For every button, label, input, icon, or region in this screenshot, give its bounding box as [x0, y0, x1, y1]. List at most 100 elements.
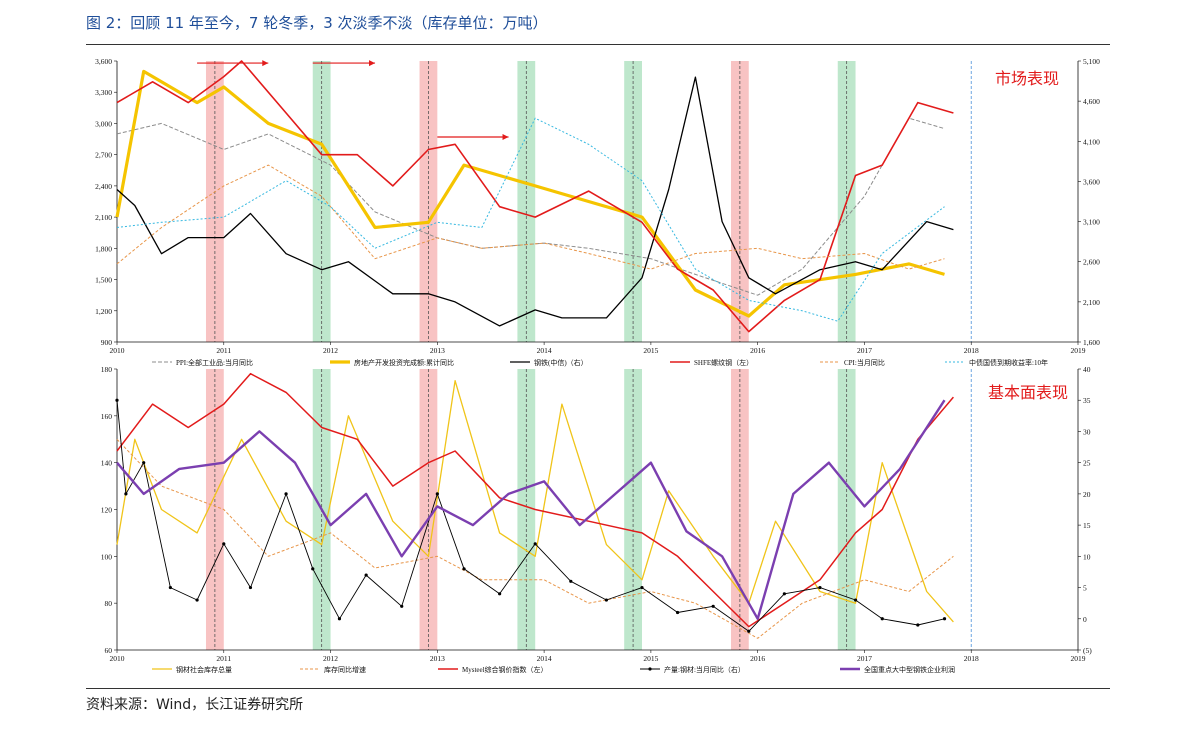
- legend-label: Mysteel综合钢价指数（左）: [462, 665, 548, 674]
- legend-label: 钢材社会库存总量: [176, 665, 232, 674]
- x-tick-label: 2010: [110, 346, 125, 355]
- y-left-tick-label: 1,800: [95, 244, 112, 253]
- x-tick-label: 2011: [216, 654, 231, 663]
- y-left-tick-label: 3,600: [95, 57, 112, 66]
- series-point: [747, 629, 751, 633]
- y-right-tick-label: 25: [1083, 459, 1091, 468]
- x-tick-label: 2019: [1071, 346, 1086, 355]
- title-divider: [86, 44, 1110, 45]
- series-point: [435, 492, 439, 496]
- series-point: [168, 585, 172, 590]
- series-point: [222, 542, 226, 546]
- x-tick-label: 2013: [430, 346, 445, 355]
- arrow-head: [369, 60, 376, 67]
- series-point: [604, 598, 608, 602]
- series-line-3: [116, 76, 954, 327]
- x-tick-label: 2015: [643, 654, 658, 663]
- x-tick-label: 2014: [537, 346, 552, 355]
- x-tick-label: 2016: [750, 654, 765, 663]
- series-line-3: [116, 372, 954, 628]
- y-right-tick-label: 10: [1083, 552, 1091, 561]
- y-right-tick-label: 20: [1083, 490, 1091, 499]
- y-left-tick-label: 180: [101, 365, 113, 374]
- y-left-tick-label: 1,200: [95, 307, 112, 316]
- arrow-head: [502, 133, 509, 140]
- series-point: [400, 604, 404, 608]
- y-right-tick-label: 4,600: [1083, 97, 1100, 106]
- series-point: [782, 592, 786, 596]
- series-point: [942, 617, 947, 621]
- series-line-1: [116, 117, 945, 296]
- arrow-head: [262, 60, 269, 67]
- series-line-5: [116, 164, 945, 270]
- series-point: [311, 567, 315, 571]
- panel-label: 市场表现: [995, 70, 1059, 88]
- series-point: [640, 585, 644, 590]
- y-left-tick-label: 3,000: [95, 119, 112, 128]
- x-tick-label: 2017: [857, 346, 872, 355]
- y-left-tick-label: 120: [101, 506, 113, 515]
- series-point: [533, 542, 537, 546]
- legend-swatch-marker: [648, 667, 652, 671]
- x-tick-label: 2016: [750, 346, 765, 355]
- series-point: [916, 623, 920, 627]
- series-point: [818, 585, 822, 590]
- legend-label: CPI:当月同比: [844, 358, 885, 367]
- source-note: 资料来源：Wind，长江证券研究所: [86, 697, 304, 713]
- y-right-tick-label: (5): [1083, 646, 1092, 655]
- x-tick-label: 2019: [1071, 654, 1086, 663]
- chart-panel-1: 3,600 3,300 3,000 2,700 2,400 2,100 1,800 1,500…: [95, 57, 1100, 367]
- series-line-4: [116, 400, 945, 632]
- x-tick-label: 2017: [857, 654, 872, 663]
- series-point: [853, 598, 858, 602]
- y-right-tick-label: 2,100: [1083, 298, 1100, 307]
- y-left-tick-label: 60: [105, 646, 113, 655]
- series-point: [364, 573, 368, 577]
- series-point: [880, 617, 884, 621]
- x-tick-label: 2014: [537, 654, 552, 663]
- x-tick-label: 2018: [964, 654, 979, 663]
- y-right-tick-label: 4,100: [1083, 137, 1100, 146]
- y-right-tick-label: 2,600: [1083, 258, 1100, 267]
- y-left-tick-label: 100: [101, 552, 113, 561]
- x-tick-label: 2015: [643, 346, 658, 355]
- legend-label: 全国重点大中型钢铁企业利润: [864, 665, 955, 674]
- x-tick-label: 2011: [216, 346, 231, 355]
- series-point: [675, 610, 680, 615]
- x-tick-label: 2013: [430, 654, 445, 663]
- series-point: [569, 579, 573, 583]
- legend-label: 房地产开发投资完成额:累计同比: [354, 358, 454, 367]
- legend-label: 钢铁(中信)（右）: [534, 358, 588, 367]
- series-point: [124, 492, 128, 496]
- source-divider: [86, 688, 1110, 689]
- y-left-tick-label: 2,400: [95, 182, 112, 191]
- legend-label: 产量:钢材:当月同比（右）: [664, 665, 745, 674]
- series-line-5: [116, 399, 946, 620]
- y-left-tick-label: 1,500: [95, 276, 112, 285]
- series-point: [115, 398, 119, 402]
- series-line-1: [116, 380, 954, 623]
- x-tick-label: 2018: [964, 346, 979, 355]
- x-tick-label: 2012: [323, 346, 338, 355]
- series-point: [248, 585, 253, 590]
- y-right-tick-label: 15: [1083, 521, 1091, 530]
- series-point: [195, 598, 199, 602]
- series-point: [711, 604, 715, 608]
- chart-panel-2: 18016014012010080604035302520151050(5)20…: [101, 365, 1092, 674]
- y-right-tick-label: 1,600: [1083, 338, 1100, 347]
- y-left-tick-label: 900: [101, 338, 113, 347]
- y-right-tick-label: 0: [1083, 615, 1087, 624]
- series-point: [498, 592, 502, 596]
- legend-label: 库存同比增速: [324, 665, 366, 674]
- y-right-tick-label: 40: [1083, 365, 1091, 374]
- series-point: [462, 567, 466, 571]
- series-point: [284, 492, 288, 496]
- y-left-tick-label: 140: [101, 459, 113, 468]
- legend-label: PPI:全部工业品:当月同比: [176, 358, 253, 367]
- y-left-tick-label: 2,700: [95, 151, 112, 160]
- y-left-tick-label: 160: [101, 412, 113, 421]
- series-point: [142, 461, 146, 465]
- panel-label: 基本面表现: [988, 384, 1068, 402]
- y-left-tick-label: 3,300: [95, 88, 112, 97]
